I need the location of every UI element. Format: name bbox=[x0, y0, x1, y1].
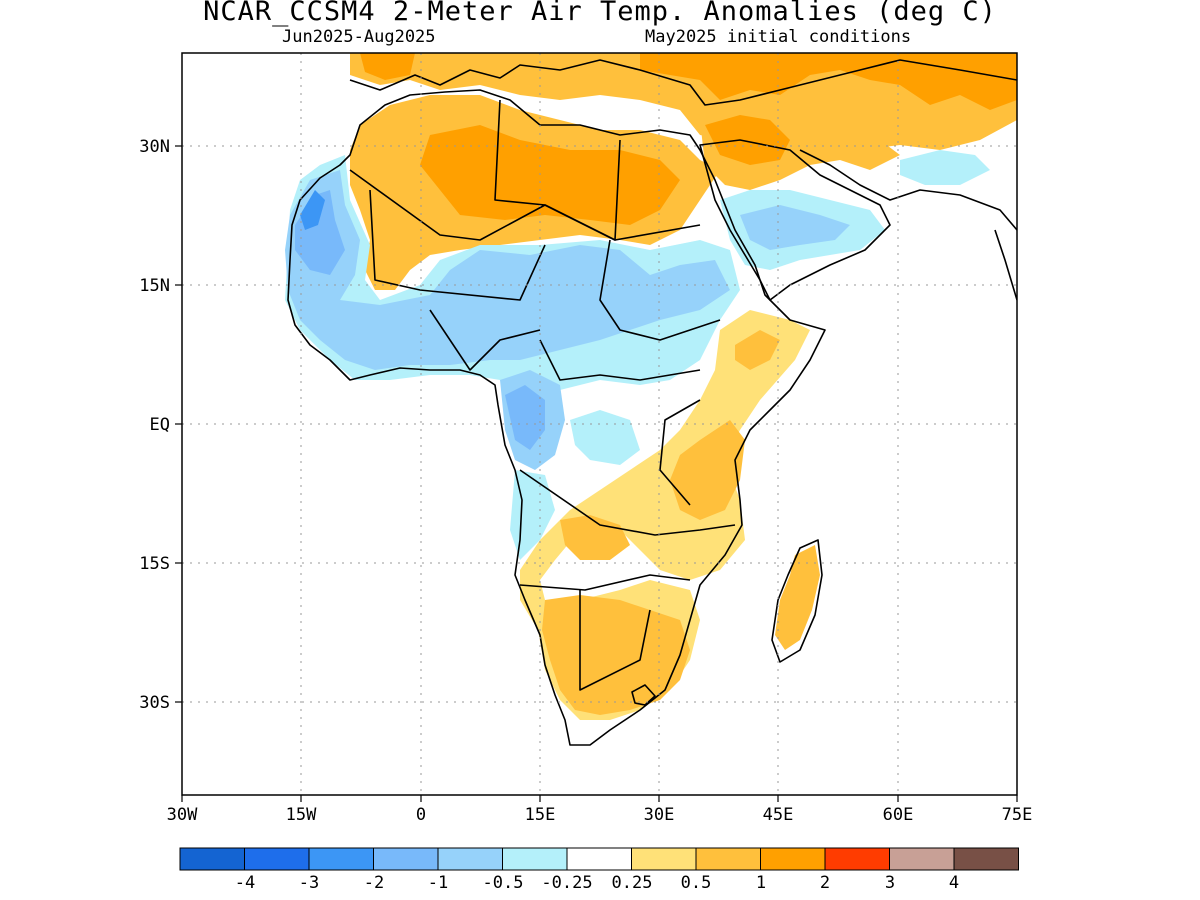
anomaly-westafrica-cooler bbox=[285, 170, 730, 370]
africa-coastline bbox=[287, 89, 826, 746]
colorbar-swatch bbox=[437, 847, 503, 871]
arabia-coastline bbox=[699, 139, 891, 301]
border-c bbox=[494, 99, 621, 241]
anomaly-central-cool bbox=[570, 410, 640, 465]
anomaly-europe-hot bbox=[640, 53, 1017, 110]
india-coast bbox=[994, 229, 1017, 301]
lon-label: 15E bbox=[525, 805, 556, 825]
colorbar-labels: -4 -3 -2 -1 -0.5 -0.25 0.25 0.5 1 2 3 4 bbox=[235, 873, 959, 893]
anomaly-kenya-warm bbox=[670, 420, 745, 520]
colorbar-label: 3 bbox=[885, 873, 895, 893]
persian-gulf-coast bbox=[799, 149, 1017, 231]
anomaly-eastafrica-warmer bbox=[735, 330, 780, 370]
colorbar-label: -2 bbox=[364, 873, 384, 893]
map-title: NCAR_CCSM4 2-Meter Air Temp. Anomalies (… bbox=[203, 0, 997, 27]
anomaly-mideast-hot bbox=[705, 115, 790, 165]
anomaly-angola-cool bbox=[510, 470, 555, 560]
lat-label: 30N bbox=[139, 137, 170, 157]
border-g bbox=[519, 574, 691, 591]
lon-label: 15W bbox=[286, 805, 317, 825]
border-h bbox=[579, 590, 651, 691]
colorbar-label: 0.5 bbox=[681, 873, 712, 893]
colorbar-label: 0.25 bbox=[612, 873, 653, 893]
anomaly-westafrica-strong bbox=[300, 190, 325, 230]
colorbar-label: -3 bbox=[299, 873, 319, 893]
lat-labels: 30N 15N EQ 15S 30S bbox=[139, 137, 170, 713]
colorbar-swatch bbox=[308, 847, 374, 871]
lon-label: 30E bbox=[644, 805, 675, 825]
colorbar-swatch bbox=[566, 847, 632, 871]
border-d bbox=[599, 239, 721, 341]
anomaly-arabia-cooler bbox=[740, 205, 850, 250]
border-j bbox=[659, 399, 701, 506]
lon-label: 75E bbox=[1002, 805, 1033, 825]
lesotho bbox=[631, 684, 656, 706]
anomaly-zambia-warm bbox=[560, 515, 630, 560]
anomaly-congo-cooler bbox=[505, 385, 545, 450]
colorbar-swatch bbox=[179, 847, 245, 871]
colorbar-swatch bbox=[244, 847, 310, 871]
lat-label: 15S bbox=[139, 554, 170, 574]
colorbar-label: -0.25 bbox=[541, 873, 592, 893]
colorbar-label: -0.5 bbox=[483, 873, 524, 893]
colorbar-label: -1 bbox=[428, 873, 448, 893]
colorbar-swatch bbox=[953, 847, 1019, 871]
forecast-period: Jun2025-Aug2025 bbox=[282, 27, 436, 47]
colorbar-swatch bbox=[502, 847, 568, 871]
lat-label: 30S bbox=[139, 693, 170, 713]
lon-label: 60E bbox=[883, 805, 914, 825]
madagascar-coastline bbox=[771, 539, 823, 663]
border-b bbox=[369, 189, 546, 301]
border-e bbox=[539, 339, 701, 381]
border-a bbox=[349, 169, 701, 241]
colorbar bbox=[179, 847, 1019, 871]
anomaly-europe-warm bbox=[350, 53, 1017, 150]
colorbar-swatch bbox=[373, 847, 439, 871]
colorbar-swatch bbox=[631, 847, 697, 871]
lon-labels: 30W 15W 0 15E 30E 45E 60E 75E bbox=[167, 805, 1033, 825]
colorbar-label: 1 bbox=[756, 873, 766, 893]
lat-label: 15N bbox=[139, 276, 170, 296]
initial-conditions: May2025 initial conditions bbox=[645, 27, 912, 47]
anomaly-iberia-hot bbox=[360, 53, 415, 80]
lon-label: 0 bbox=[416, 805, 426, 825]
colorbar-label: 2 bbox=[820, 873, 830, 893]
anomaly-madagascar-warm bbox=[775, 545, 820, 650]
anomaly-sahara-hot bbox=[420, 125, 680, 225]
lon-label: 30W bbox=[167, 805, 198, 825]
colorbar-label: 4 bbox=[949, 873, 959, 893]
border-f bbox=[519, 469, 736, 536]
europe-coastline bbox=[349, 59, 1017, 106]
colorbar-swatch bbox=[889, 847, 955, 871]
colorbar-swatch bbox=[760, 847, 826, 871]
anomaly-fields bbox=[285, 53, 1017, 720]
lat-label: EQ bbox=[150, 415, 170, 435]
tick-marks bbox=[175, 145, 1018, 802]
lon-label: 45E bbox=[763, 805, 794, 825]
anomaly-southafrica-warm bbox=[542, 595, 690, 715]
anomaly-iran-cool bbox=[900, 150, 990, 185]
colorbar-swatch bbox=[824, 847, 890, 871]
coastlines bbox=[287, 59, 1017, 746]
border-i bbox=[429, 309, 541, 371]
colorbar-label: -4 bbox=[235, 873, 255, 893]
colorbar-swatch bbox=[695, 847, 761, 871]
gridlines bbox=[182, 53, 1017, 795]
